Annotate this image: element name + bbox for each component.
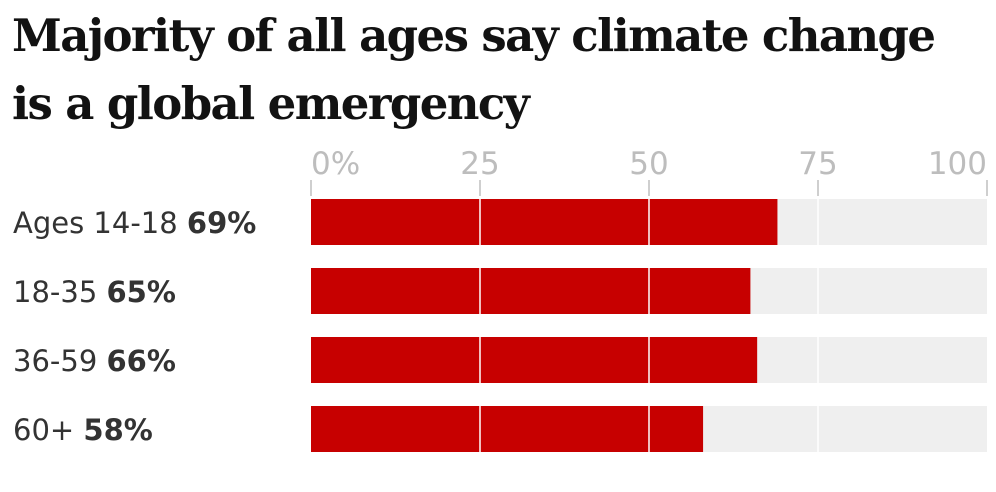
data-label: 66% (107, 344, 176, 378)
category-name: 18-35 (13, 275, 107, 309)
category-label: 60+ 58% (13, 413, 153, 447)
x-tick-label: 50 (629, 146, 668, 182)
bar (311, 199, 778, 245)
chart-title: Majority of all ages say climate change … (12, 9, 936, 130)
category-name: 60+ (13, 413, 83, 447)
x-axis-ticks: 0% 25 50 75 100 (310, 146, 988, 196)
bar (311, 268, 751, 314)
gridlines (479, 199, 819, 452)
x-tick-label: 25 (460, 146, 499, 182)
category-name: Ages 14-18 (13, 206, 187, 240)
x-tick-label: 0% (311, 146, 360, 182)
data-label: 69% (187, 206, 256, 240)
x-tick-label: 75 (798, 146, 837, 182)
bars (311, 199, 778, 452)
category-label: Ages 14-18 69% (13, 206, 256, 240)
bar (311, 337, 758, 383)
category-label: 36-59 66% (13, 344, 176, 378)
bar (311, 406, 704, 452)
category-name: 36-59 (13, 344, 107, 378)
data-label: 65% (107, 275, 176, 309)
row-labels: Ages 14-18 69% 18-35 65% 36-59 66% 60+ 58% (13, 206, 256, 447)
category-label: 18-35 65% (13, 275, 176, 309)
data-label: 58% (83, 413, 152, 447)
x-tick-label: 100 (928, 146, 987, 182)
